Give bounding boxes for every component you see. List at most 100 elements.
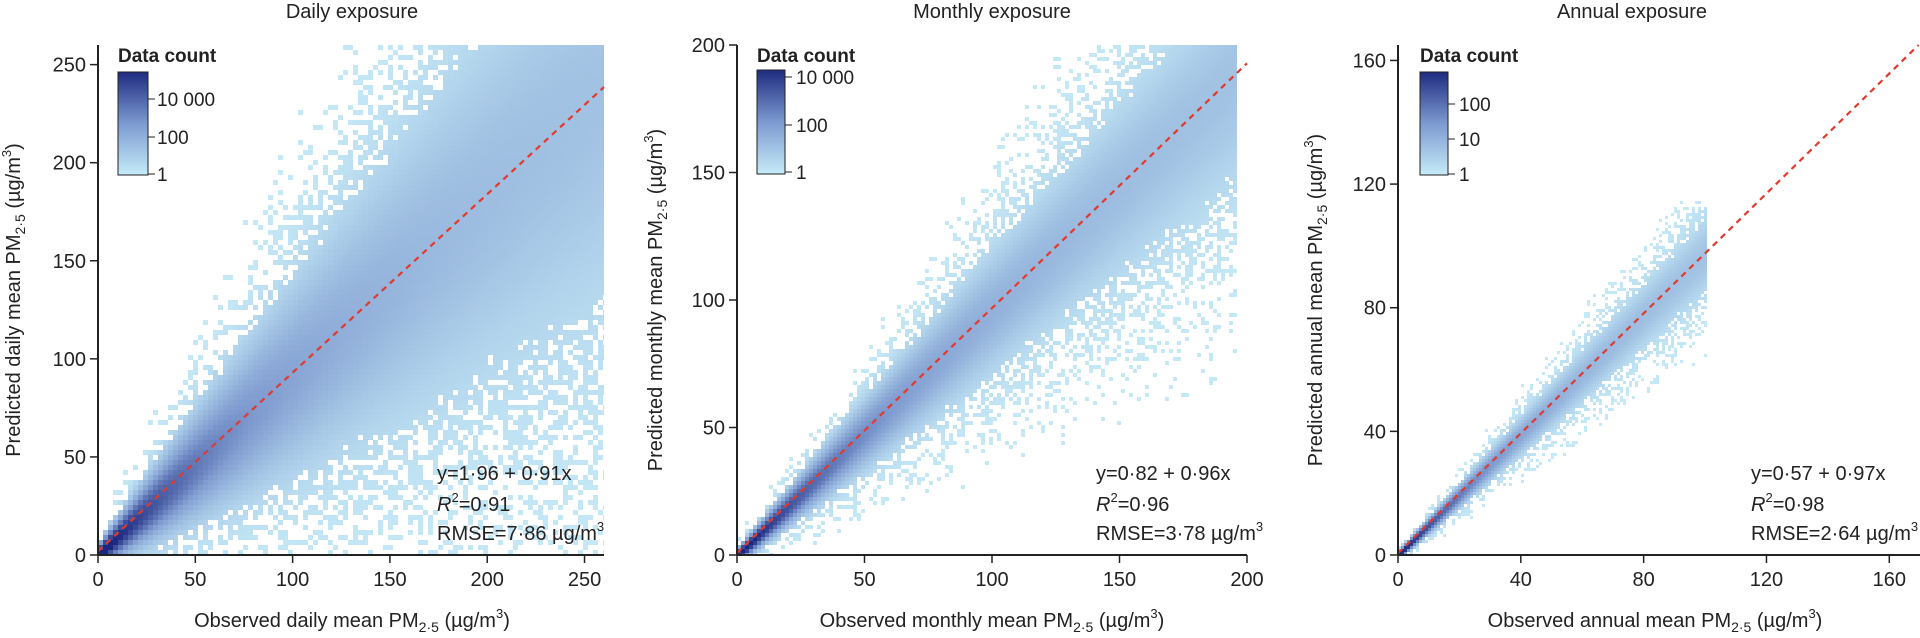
density-cell bbox=[318, 410, 323, 415]
density-cell bbox=[323, 240, 328, 245]
density-cell bbox=[438, 335, 443, 340]
density-cell bbox=[473, 120, 478, 125]
density-cell bbox=[243, 435, 248, 440]
density-cell bbox=[458, 225, 463, 230]
density-cell bbox=[513, 210, 518, 215]
density-cell bbox=[478, 470, 483, 475]
density-cell bbox=[193, 420, 198, 425]
density-cell bbox=[318, 245, 323, 250]
density-cell bbox=[223, 465, 228, 470]
density-cell bbox=[308, 245, 313, 250]
density-cell bbox=[513, 235, 518, 240]
density-cell bbox=[288, 430, 293, 435]
density-cell bbox=[523, 220, 528, 225]
density-cell bbox=[503, 145, 508, 150]
density-cell bbox=[538, 145, 543, 150]
density-cell bbox=[263, 455, 268, 460]
density-cell bbox=[173, 510, 178, 515]
density-cell bbox=[368, 285, 373, 290]
density-cell bbox=[483, 310, 488, 315]
density-cell bbox=[233, 440, 238, 445]
density-cell bbox=[448, 370, 453, 375]
density-cell bbox=[468, 140, 473, 145]
density-cell bbox=[318, 465, 323, 470]
density-cell bbox=[438, 225, 443, 230]
density-cell bbox=[208, 480, 213, 485]
density-cell bbox=[418, 190, 423, 195]
density-cell bbox=[378, 465, 383, 470]
density-cell bbox=[418, 295, 423, 300]
density-cell bbox=[313, 270, 318, 275]
density-cell bbox=[288, 425, 293, 430]
density-cell bbox=[288, 355, 293, 360]
density-cell bbox=[433, 400, 438, 405]
density-cell bbox=[453, 370, 458, 375]
density-cell bbox=[313, 380, 318, 385]
density-cell bbox=[338, 405, 343, 410]
density-cell bbox=[498, 510, 503, 515]
density-cell bbox=[418, 305, 423, 310]
density-cell bbox=[518, 135, 523, 140]
density-cell bbox=[453, 310, 458, 315]
density-cell bbox=[373, 210, 378, 215]
density-cell bbox=[433, 320, 438, 325]
density-cell bbox=[498, 405, 503, 410]
density-cell bbox=[313, 395, 318, 400]
density-cell bbox=[333, 245, 338, 250]
density-cell bbox=[438, 150, 443, 155]
density-cell bbox=[353, 205, 358, 210]
density-cell bbox=[453, 90, 458, 95]
density-cell bbox=[503, 160, 508, 165]
density-cell bbox=[408, 225, 413, 230]
density-cell bbox=[343, 370, 348, 375]
density-cell bbox=[203, 405, 208, 410]
density-cell bbox=[183, 420, 188, 425]
density-cell bbox=[378, 405, 383, 410]
density-cell bbox=[408, 260, 413, 265]
density-cell bbox=[218, 465, 223, 470]
density-cell bbox=[518, 325, 523, 330]
density-cell bbox=[443, 345, 448, 350]
density-cell bbox=[428, 425, 433, 430]
density-cell bbox=[243, 430, 248, 435]
density-cell bbox=[183, 480, 188, 485]
density-cell bbox=[488, 255, 493, 260]
density-cell bbox=[208, 495, 213, 500]
density-cell bbox=[518, 80, 523, 85]
density-cell bbox=[368, 120, 373, 125]
density-cell bbox=[383, 425, 388, 430]
density-cell bbox=[438, 385, 443, 390]
density-cell bbox=[453, 155, 458, 160]
density-cell bbox=[238, 380, 243, 385]
density-cell bbox=[523, 195, 528, 200]
density-cell bbox=[433, 275, 438, 280]
density-cell bbox=[318, 335, 323, 340]
density-cell bbox=[428, 390, 433, 395]
density-cell bbox=[318, 355, 323, 360]
density-cell bbox=[243, 525, 248, 530]
density-cell bbox=[413, 260, 418, 265]
density-cell bbox=[528, 470, 533, 475]
density-cell bbox=[288, 395, 293, 400]
density-cell bbox=[118, 525, 123, 530]
density-cell bbox=[388, 235, 393, 240]
density-cell bbox=[193, 510, 198, 515]
density-cell bbox=[468, 290, 473, 295]
density-cell bbox=[478, 90, 483, 95]
density-cell bbox=[358, 110, 363, 115]
density-cell bbox=[148, 520, 153, 525]
density-cell bbox=[483, 70, 488, 75]
density-cell bbox=[343, 490, 348, 495]
density-cell bbox=[313, 265, 318, 270]
density-cell bbox=[508, 220, 513, 225]
density-cell bbox=[363, 155, 368, 160]
density-cell bbox=[258, 440, 263, 445]
density-cell bbox=[443, 175, 448, 180]
density-cell bbox=[458, 390, 463, 395]
density-cell bbox=[378, 245, 383, 250]
density-cell bbox=[258, 460, 263, 465]
density-cell bbox=[358, 425, 363, 430]
density-cell bbox=[448, 515, 453, 520]
density-cell bbox=[533, 165, 538, 170]
density-cell bbox=[283, 335, 288, 340]
